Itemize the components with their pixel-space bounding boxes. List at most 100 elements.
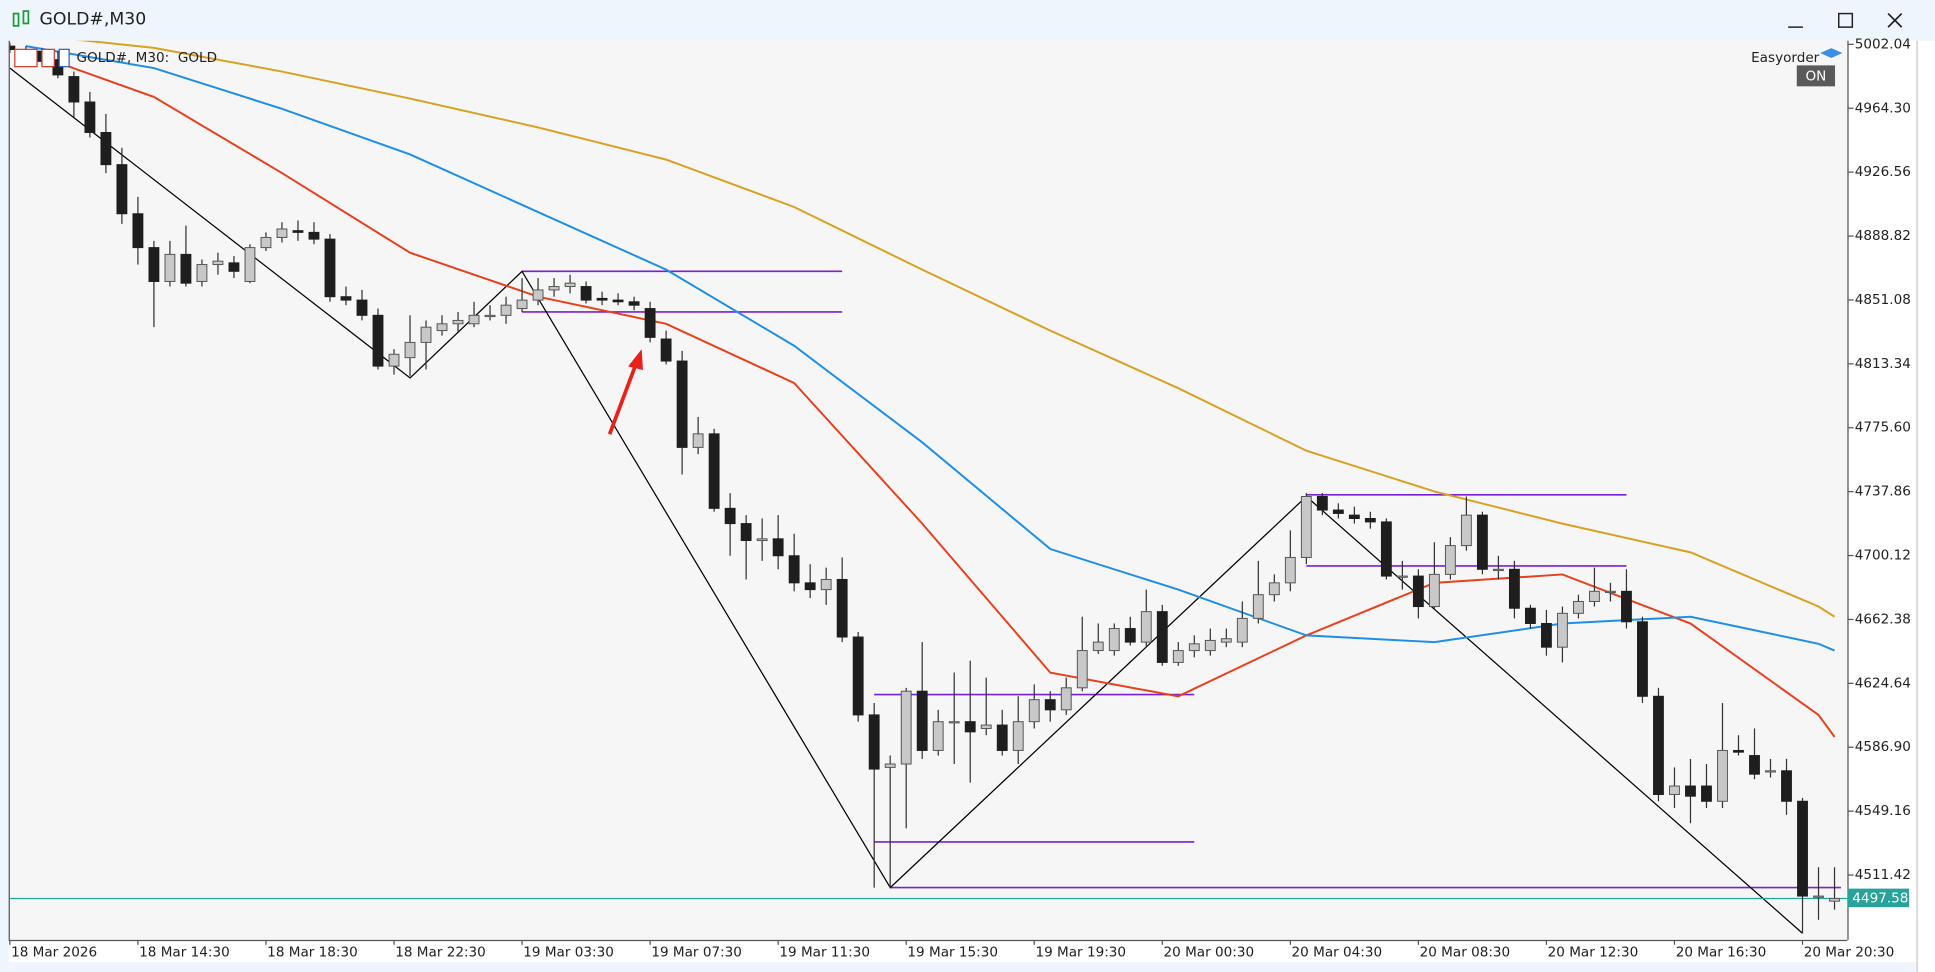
candle-body: [1252, 594, 1264, 619]
y-tick-label: 4851.08: [1855, 292, 1911, 308]
x-tick-label: 19 Mar 15:30: [907, 944, 998, 960]
candle-body: [84, 101, 96, 133]
window-title: GOLD#,M30: [39, 10, 146, 30]
candle-body: [52, 59, 64, 76]
x-tick-label: 18 Mar 14:30: [139, 944, 230, 960]
y-tick-label: 4888.82: [1855, 228, 1911, 244]
candle-body: [1172, 650, 1184, 663]
candle-body: [468, 314, 480, 325]
y-tick-label: 4624.64: [1855, 675, 1911, 691]
candle-body: [676, 360, 688, 448]
candle-body: [964, 721, 976, 733]
candle-body: [1589, 590, 1600, 602]
candle-body: [948, 721, 960, 724]
y-tick-label: 4964.30: [1855, 100, 1911, 116]
candle-body: [9, 45, 16, 51]
candle-body: [1765, 770, 1776, 773]
candle-body: [692, 433, 704, 448]
side-panel: [1916, 40, 1935, 972]
expert-state-button[interactable]: [1796, 65, 1836, 87]
candle-body: [724, 507, 736, 525]
close-button[interactable]: [1887, 12, 1903, 28]
candle-body: [1685, 785, 1696, 797]
candle-body: [708, 433, 720, 509]
x-tick-label: 20 Mar 20:30: [1804, 944, 1895, 960]
candle-body: [1060, 687, 1072, 711]
candle-body: [164, 253, 176, 282]
candle-body: [1236, 617, 1248, 643]
arrow-annotation: [607, 349, 643, 435]
plot-layer: [9, 40, 1848, 934]
candle-body: [324, 238, 336, 298]
y-tick-label: 4813.34: [1855, 356, 1911, 372]
candle-body: [132, 213, 144, 249]
candle-body: [1188, 643, 1200, 652]
candle-body: [1781, 770, 1792, 802]
candle-body: [932, 721, 944, 751]
expert-state: ON: [1805, 68, 1826, 84]
candle-body: [1540, 622, 1552, 648]
maximize-button[interactable]: [1838, 12, 1854, 28]
candle-body: [1316, 496, 1328, 511]
candle-body: [548, 286, 560, 291]
x-tick-label: 19 Mar 11:30: [779, 944, 870, 960]
candle-body: [1813, 895, 1824, 898]
candle-body: [1220, 638, 1232, 643]
candle-body: [868, 714, 880, 770]
x-tick-label: 19 Mar 03:30: [523, 944, 614, 960]
candle-body: [436, 323, 448, 332]
candle-body: [884, 763, 896, 768]
expert-name: Easyorder: [1751, 50, 1820, 66]
candle-body: [292, 230, 304, 233]
candle-body: [452, 319, 464, 325]
expert-icon: [1820, 48, 1843, 58]
candle-body: [852, 636, 864, 716]
candle-body: [756, 538, 768, 542]
candle-body: [772, 538, 784, 557]
candle-body: [1044, 699, 1056, 711]
y-tick-label: 4775.60: [1855, 420, 1911, 436]
candle-body: [1573, 600, 1584, 614]
candle-body: [1829, 897, 1840, 902]
candle-body: [388, 353, 400, 367]
candle-body: [836, 578, 848, 638]
y-tick-label: 4511.42: [1855, 867, 1911, 883]
candle-body: [740, 523, 752, 542]
candle-body: [1140, 611, 1152, 643]
candle-body: [1364, 518, 1376, 523]
candle-body: [1332, 509, 1344, 514]
x-tick-label: 19 Mar 19:30: [1035, 944, 1126, 960]
candle-body: [340, 296, 352, 301]
one-click-icons[interactable]: [14, 48, 70, 68]
candle-body: [1412, 575, 1424, 608]
candle-body: [260, 236, 272, 249]
candle-body: [1380, 521, 1392, 577]
y-tick-label: 4549.16: [1855, 803, 1911, 819]
candle-body: [1444, 545, 1456, 575]
y-tick-label: 4737.86: [1855, 484, 1911, 500]
candle-body: [644, 308, 656, 338]
candle-body: [1284, 556, 1296, 584]
candle-body: [612, 299, 624, 303]
candle-body: [500, 304, 512, 316]
candle-body: [1028, 699, 1040, 723]
candle-body: [1508, 568, 1520, 609]
candle-body: [1428, 573, 1440, 608]
candle-body: [100, 131, 112, 166]
candle-body: [1621, 590, 1632, 623]
moving-average: [77, 40, 1836, 618]
candle-body: [900, 690, 912, 765]
candle-body: [1797, 800, 1808, 897]
candle-body: [564, 282, 576, 288]
candle-body: [196, 264, 208, 282]
x-tick-label: 18 Mar 2026: [11, 944, 97, 960]
candle-body: [916, 690, 928, 751]
candle-body: [420, 326, 432, 343]
candle-body: [820, 578, 832, 591]
y-tick-label: 5002.04: [1855, 36, 1911, 52]
x-tick-label: 20 Mar 08:30: [1420, 944, 1511, 960]
candle-body: [1300, 496, 1312, 558]
candle-body: [212, 260, 224, 266]
